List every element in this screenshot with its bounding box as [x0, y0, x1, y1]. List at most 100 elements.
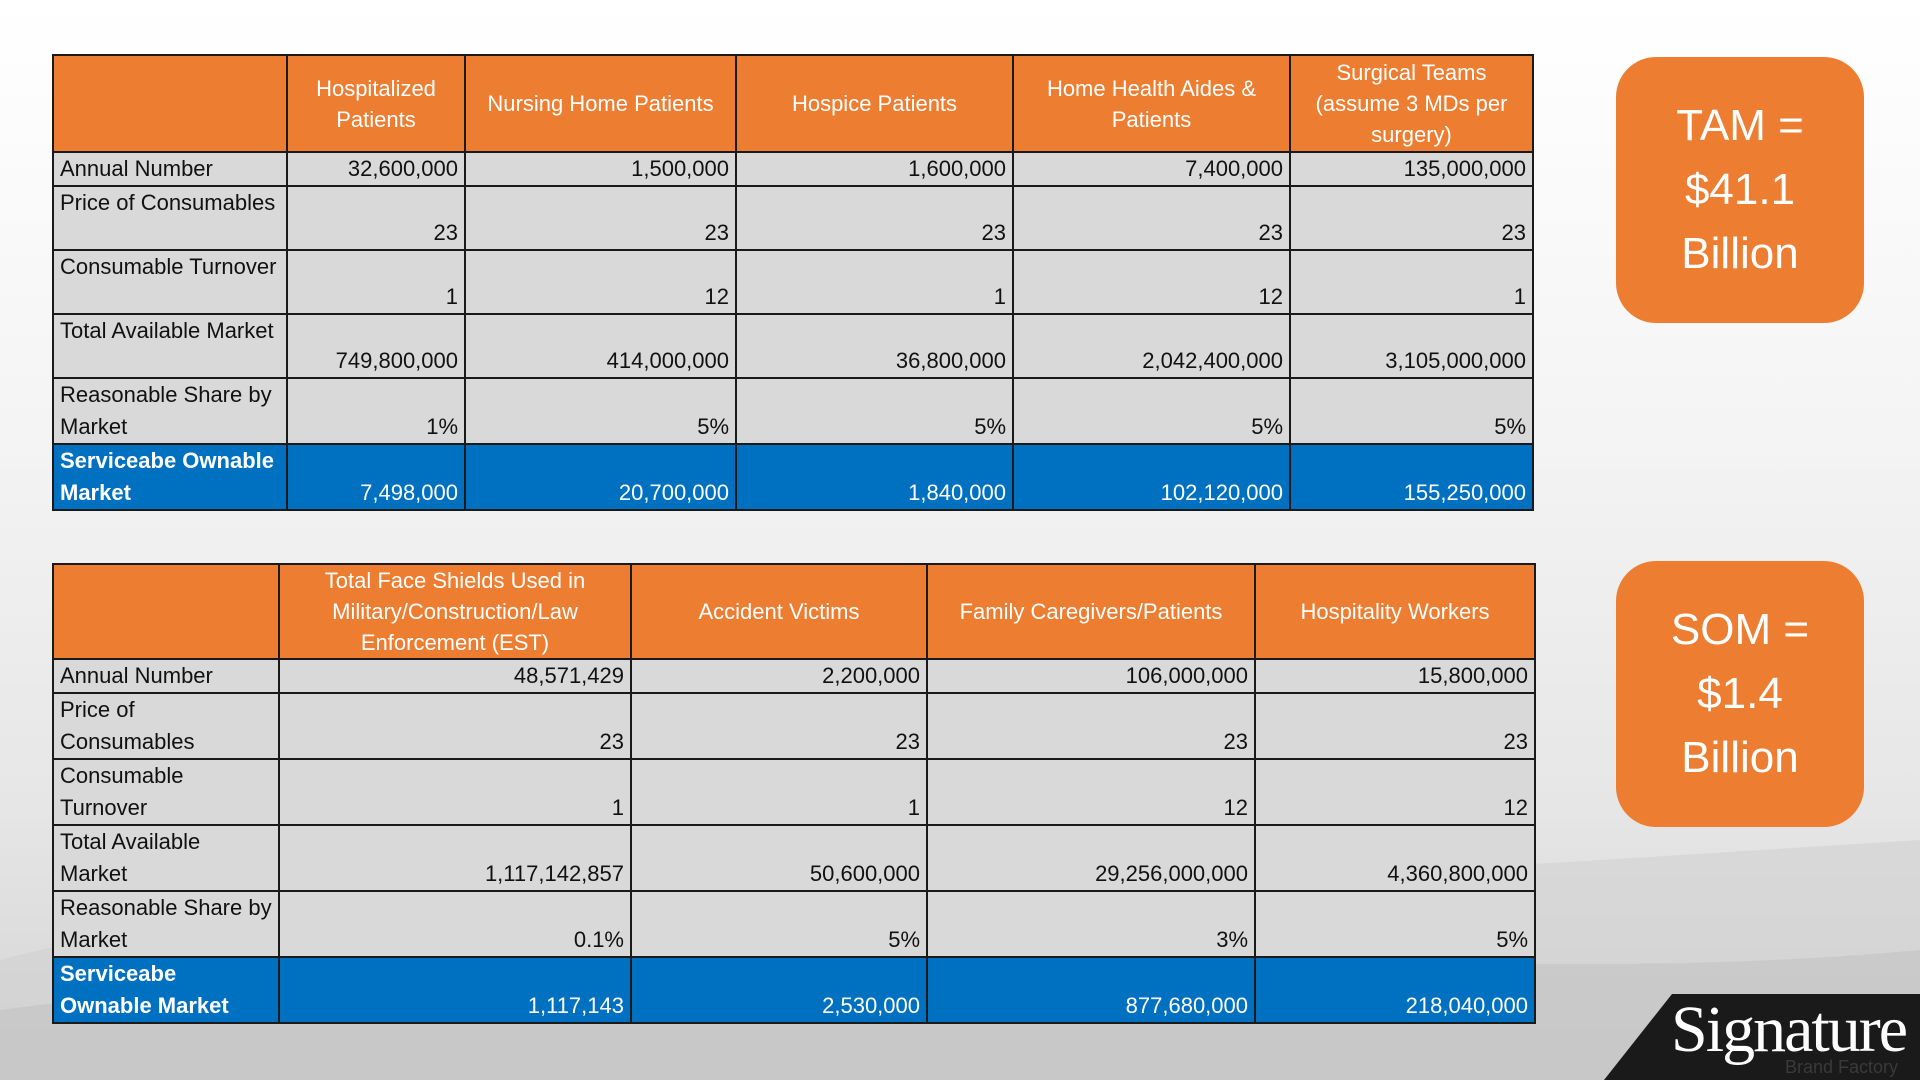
row-label: Annual Number	[52, 658, 280, 694]
table-cell: 414,000,000	[464, 313, 737, 379]
table-cell: 1	[278, 758, 632, 826]
table-cell: 0.1%	[278, 890, 632, 958]
table-cell: 1	[735, 249, 1014, 315]
table-cell: 749,800,000	[286, 313, 466, 379]
table-cell: 1,840,000	[735, 443, 1014, 511]
table-cell: 102,120,000	[1012, 443, 1291, 511]
table-cell: 1	[630, 758, 928, 826]
table-cell: 155,250,000	[1289, 443, 1534, 511]
tam-table: Hospitalized Patients Nursing Home Patie…	[52, 54, 1534, 511]
header-accident-victims: Accident Victims	[630, 563, 928, 660]
table-cell: 23	[735, 185, 1014, 251]
table-cell: 23	[464, 185, 737, 251]
table-cell: 23	[1254, 692, 1536, 760]
row-label: Reasonable Share by Market	[52, 890, 280, 958]
table-cell: 23	[1289, 185, 1534, 251]
table-cell: 5%	[464, 377, 737, 445]
row-label: Serviceabe Ownable Market	[52, 956, 280, 1024]
table-cell: 23	[630, 692, 928, 760]
table-row: Total Available Market 749,800,000 414,0…	[52, 313, 1534, 379]
row-label: Annual Number	[52, 151, 288, 187]
table-cell: 1%	[286, 377, 466, 445]
header-corner	[52, 54, 288, 153]
som-table: Total Face Shields Used in Military/Cons…	[52, 563, 1536, 1024]
header-hospice-patients: Hospice Patients	[735, 54, 1014, 153]
row-label: Reasonable Share by Market	[52, 377, 288, 445]
som-summary-box: SOM = $1.4 Billion	[1616, 561, 1864, 827]
highlight-row: Serviceabe Ownable Market 7,498,000 20,7…	[52, 443, 1534, 511]
table-cell: 12	[926, 758, 1256, 826]
table-cell: 106,000,000	[926, 658, 1256, 694]
table-cell: 32,600,000	[286, 151, 466, 187]
highlight-row: Serviceabe Ownable Market 1,117,143 2,53…	[52, 956, 1536, 1024]
table-row: Reasonable Share by Market 0.1% 5% 3% 5%	[52, 890, 1536, 958]
header-surgical-teams: Surgical Teams (assume 3 MDs per surgery…	[1289, 54, 1534, 153]
header-hospitalized-patients: Hospitalized Patients	[286, 54, 466, 153]
table-cell: 1,500,000	[464, 151, 737, 187]
row-label: Price of Consumables	[52, 692, 280, 760]
table-cell: 3,105,000,000	[1289, 313, 1534, 379]
table-row: Reasonable Share by Market 1% 5% 5% 5% 5…	[52, 377, 1534, 445]
row-label: Consumable Turnover	[52, 758, 280, 826]
table-cell: 3%	[926, 890, 1256, 958]
logo-subtitle: Brand Factory	[1784, 1057, 1898, 1077]
table-cell: 2,530,000	[630, 956, 928, 1024]
table-cell: 29,256,000,000	[926, 824, 1256, 892]
table-cell: 5%	[630, 890, 928, 958]
table-cell: 15,800,000	[1254, 658, 1536, 694]
table-cell: 12	[1254, 758, 1536, 826]
table-cell: 23	[278, 692, 632, 760]
table-cell: 36,800,000	[735, 313, 1014, 379]
table-cell: 5%	[1254, 890, 1536, 958]
table-cell: 4,360,800,000	[1254, 824, 1536, 892]
table-cell: 7,400,000	[1012, 151, 1291, 187]
table-cell: 1	[286, 249, 466, 315]
signature-logo: Signature Brand Factory	[1604, 994, 1920, 1080]
table-cell: 20,700,000	[464, 443, 737, 511]
table-row: Total Available Market 1,117,142,857 50,…	[52, 824, 1536, 892]
header-corner	[52, 563, 280, 660]
table-cell: 7,498,000	[286, 443, 466, 511]
table-cell: 218,040,000	[1254, 956, 1536, 1024]
table-cell: 5%	[1012, 377, 1291, 445]
table-cell: 2,042,400,000	[1012, 313, 1291, 379]
table-row: Price of Consumables 23 23 23 23 23	[52, 185, 1534, 251]
tam-summary-text: TAM = $41.1 Billion	[1676, 101, 1804, 278]
logo-name: Signature	[1671, 993, 1908, 1066]
table-header-row: Total Face Shields Used in Military/Cons…	[52, 563, 1536, 660]
header-hospitality-workers: Hospitality Workers	[1254, 563, 1536, 660]
row-label: Serviceabe Ownable Market	[52, 443, 288, 511]
table-cell: 2,200,000	[630, 658, 928, 694]
table-row: Annual Number 48,571,429 2,200,000 106,0…	[52, 658, 1536, 694]
table-row: Price of Consumables 23 23 23 23	[52, 692, 1536, 760]
header-family-caregivers: Family Caregivers/Patients	[926, 563, 1256, 660]
table-cell: 1,117,143	[278, 956, 632, 1024]
table-cell: 5%	[735, 377, 1014, 445]
logo-background	[1604, 994, 1920, 1080]
header-face-shields: Total Face Shields Used in Military/Cons…	[278, 563, 632, 660]
table-cell: 1	[1289, 249, 1534, 315]
table-row: Consumable Turnover 1 1 12 12	[52, 758, 1536, 826]
table-cell: 1,117,142,857	[278, 824, 632, 892]
row-label: Total Available Market	[52, 313, 288, 379]
table-cell: 50,600,000	[630, 824, 928, 892]
table-cell: 23	[1012, 185, 1291, 251]
row-label: Price of Consumables	[52, 185, 288, 251]
table-header-row: Hospitalized Patients Nursing Home Patie…	[52, 54, 1534, 153]
table-cell: 1,600,000	[735, 151, 1014, 187]
table-cell: 12	[464, 249, 737, 315]
table-cell: 23	[286, 185, 466, 251]
tam-summary-box: TAM = $41.1 Billion	[1616, 57, 1864, 323]
table-cell: 48,571,429	[278, 658, 632, 694]
header-home-health-aides: Home Health Aides & Patients	[1012, 54, 1291, 153]
table-cell: 23	[926, 692, 1256, 760]
table-cell: 12	[1012, 249, 1291, 315]
row-label: Consumable Turnover	[52, 249, 288, 315]
row-label: Total Available Market	[52, 824, 280, 892]
table-row: Annual Number 32,600,000 1,500,000 1,600…	[52, 151, 1534, 187]
som-summary-text: SOM = $1.4 Billion	[1670, 605, 1810, 782]
table-cell: 877,680,000	[926, 956, 1256, 1024]
table-cell: 5%	[1289, 377, 1534, 445]
table-row: Consumable Turnover 1 12 1 12 1	[52, 249, 1534, 315]
table-cell: 135,000,000	[1289, 151, 1534, 187]
